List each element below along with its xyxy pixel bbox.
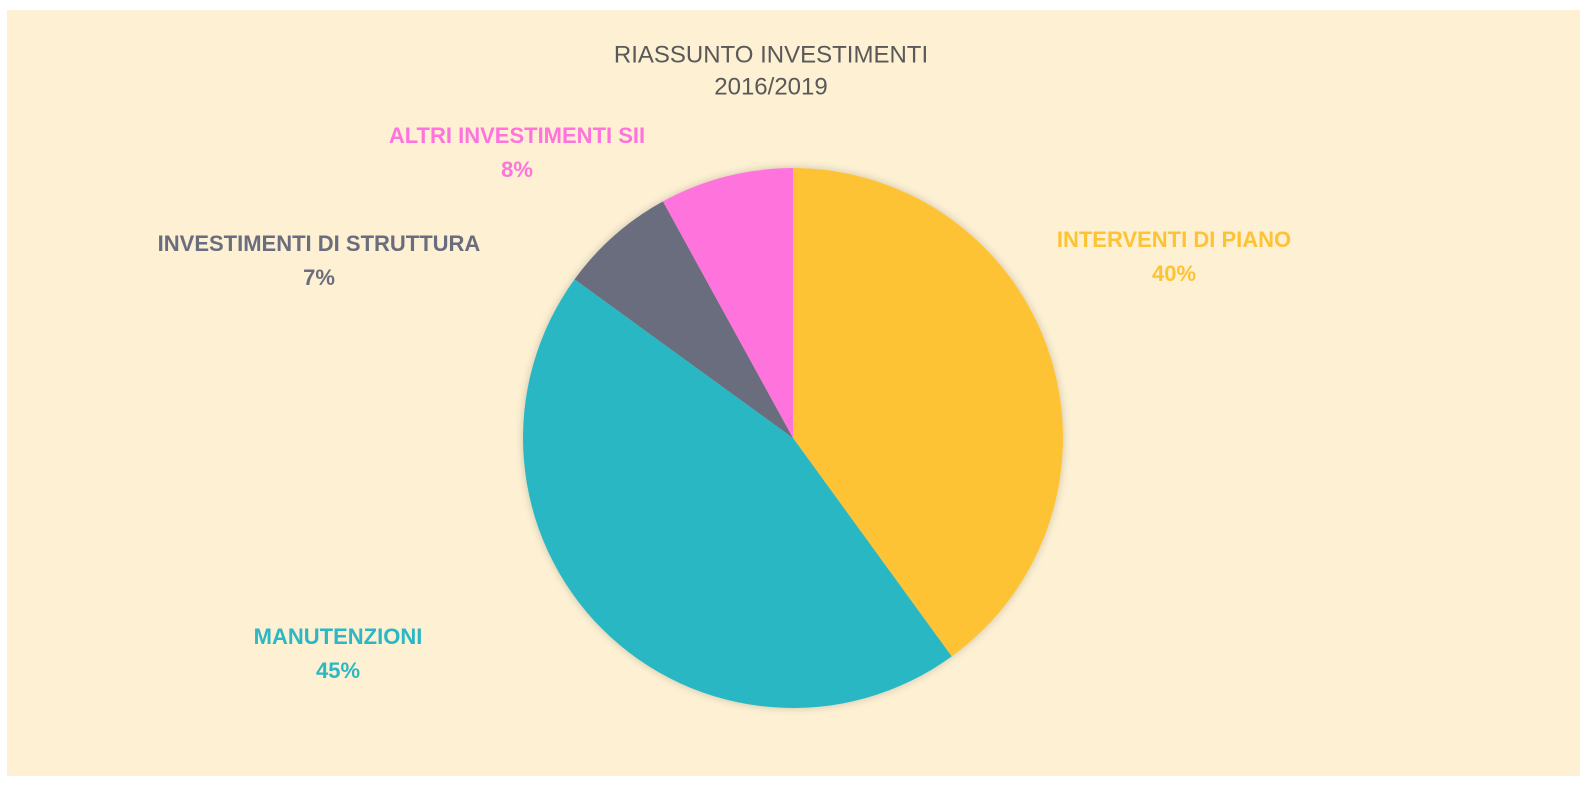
pie	[523, 168, 1063, 708]
slice-value-label: 40%	[1152, 261, 1196, 286]
pie-slice	[523, 279, 952, 708]
pie-slice	[662, 168, 793, 438]
slice-label: MANUTENZIONI	[254, 624, 423, 649]
slice-label: INVESTIMENTI DI STRUTTURA	[158, 231, 481, 256]
slice-value-label: 45%	[316, 658, 360, 683]
slice-label: INTERVENTI DI PIANO	[1057, 227, 1291, 252]
slice-label: ALTRI INVESTIMENTI SII	[389, 123, 645, 148]
slice-value-label: 7%	[303, 265, 335, 290]
pie-slice	[574, 201, 793, 438]
chart-subtitle: 2016/2019	[714, 73, 827, 100]
chart-title: RIASSUNTO INVESTIMENTI	[614, 41, 928, 68]
slice-value-label: 8%	[501, 157, 533, 182]
pie-slice	[793, 168, 1063, 657]
